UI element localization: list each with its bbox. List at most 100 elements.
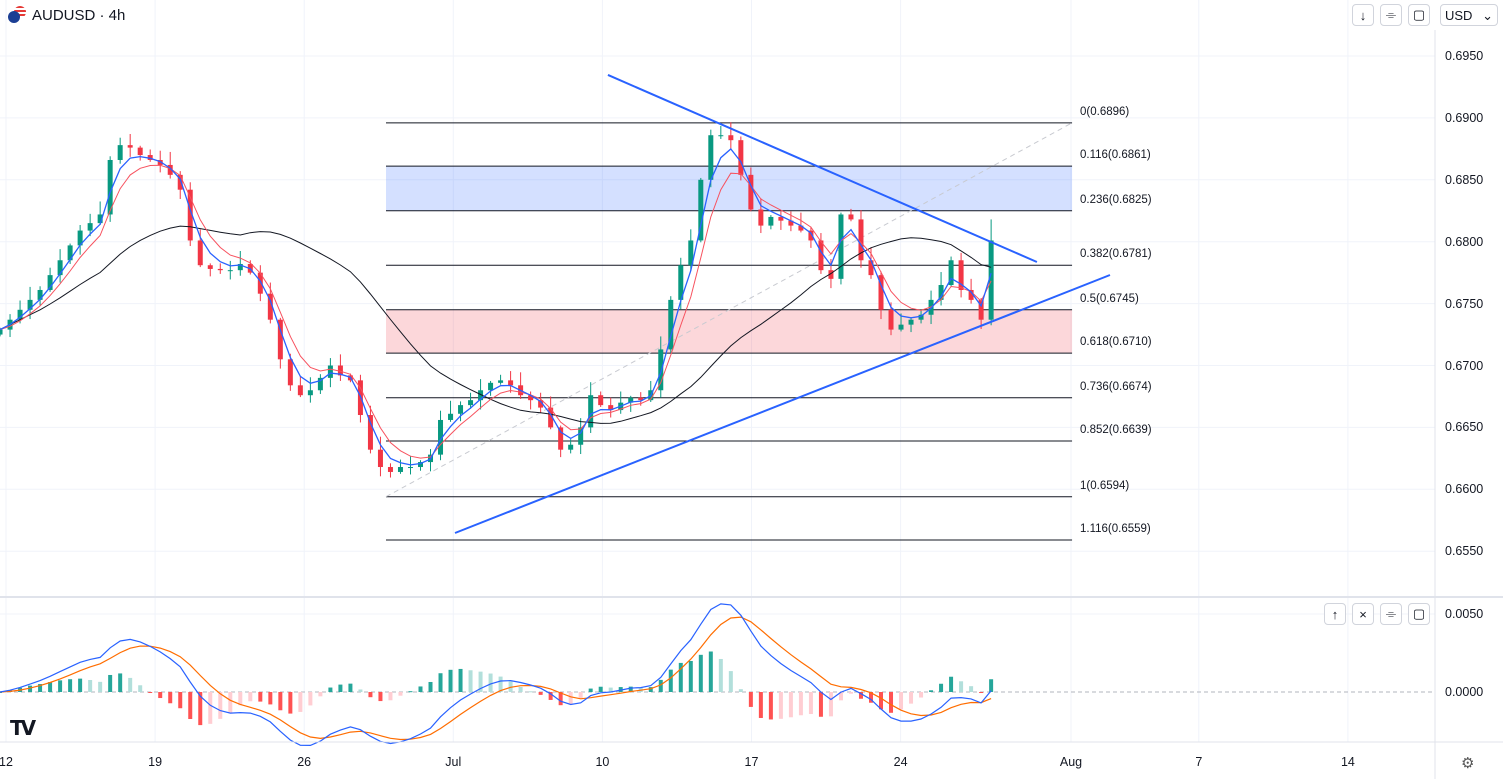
macd-histogram-bar	[358, 689, 363, 692]
macd-histogram-bar	[398, 692, 403, 696]
candle-body	[147, 155, 153, 160]
candle-body	[708, 135, 714, 180]
macd-axis-label: 0.0000	[1445, 685, 1484, 699]
macd-histogram-bar	[678, 662, 683, 692]
candle-body	[37, 289, 43, 300]
macd-histogram-bar	[448, 669, 453, 692]
fib-level-label: 0.5(0.6745)	[1080, 292, 1139, 305]
candle-body	[768, 216, 774, 226]
candle-body	[758, 209, 764, 226]
macd-histogram-bar	[128, 677, 133, 692]
macd-histogram-bar	[278, 692, 283, 711]
candle-body	[337, 365, 343, 376]
candle-body	[488, 382, 494, 391]
maximize-macd-pane-button[interactable]: ▢	[1408, 603, 1430, 625]
macd-histogram-bar	[388, 692, 393, 701]
candle-body	[407, 467, 413, 469]
currency-select[interactable]: USD ⌄	[1440, 4, 1498, 26]
candle-body	[548, 407, 554, 428]
candle-body	[578, 427, 584, 445]
macd-histogram-bar	[408, 691, 413, 693]
macd-histogram-bar	[808, 692, 813, 715]
move-pane-up-button[interactable]: ↑	[1324, 603, 1346, 625]
macd-histogram-bar	[218, 692, 223, 719]
macd-histogram-bar	[608, 687, 613, 692]
settings-button[interactable]: ⚙	[1461, 754, 1474, 772]
macd-histogram-bar	[158, 692, 163, 699]
macd-histogram-bar	[658, 679, 663, 692]
remove-indicator-button[interactable]: ×	[1352, 603, 1374, 625]
candle-body	[277, 319, 283, 360]
price-axis-label: 0.6850	[1445, 172, 1484, 187]
macd-histogram-bar	[28, 685, 33, 692]
macd-histogram-bar	[98, 681, 103, 692]
maximize-icon: ▢	[1412, 7, 1426, 22]
candle-body	[267, 293, 273, 320]
macd-histogram-bar	[208, 692, 213, 724]
macd-histogram-bar	[718, 658, 723, 692]
macd-histogram-bar	[288, 692, 293, 714]
macd-histogram-bar	[989, 679, 994, 692]
candle-body	[948, 260, 954, 286]
macd-histogram-bar	[108, 674, 113, 692]
candle-body	[698, 179, 704, 241]
macd-histogram-bar	[168, 692, 173, 704]
move-pane-down-button[interactable]: ↓	[1352, 4, 1374, 26]
candle-body	[287, 359, 293, 386]
time-axis-label: Jul	[445, 755, 462, 769]
macd-histogram-bar	[138, 685, 143, 692]
chevron-down-icon: ⌄	[1482, 8, 1493, 23]
macd-histogram-bar	[909, 692, 914, 704]
candle-body	[27, 299, 33, 310]
ema-slow-line	[0, 164, 992, 459]
macd-histogram-bar	[48, 682, 53, 692]
fib-zone-red	[385, 309, 1073, 354]
symbol-title: AUDUSD · 4h	[32, 6, 126, 24]
candle-body	[608, 405, 614, 411]
fib-level-label: 1(0.6594)	[1080, 479, 1130, 492]
macd-histogram-bar	[578, 692, 583, 699]
maximize-pane-button[interactable]: ▢	[1408, 4, 1430, 26]
macd-histogram-bar	[668, 669, 673, 692]
candle-body	[728, 135, 734, 141]
candle-body	[307, 390, 313, 396]
macd-histogram-bar	[969, 686, 974, 692]
macd-histogram-bar	[949, 676, 954, 692]
candle-body	[808, 230, 814, 241]
macd-histogram-bar	[919, 692, 924, 698]
macd-histogram-bar	[198, 692, 203, 726]
candle-body	[87, 223, 93, 231]
macd-histogram-bar	[508, 681, 513, 692]
candle-body	[417, 462, 423, 468]
candle-body	[458, 405, 464, 414]
macd-histogram-bar	[548, 692, 553, 700]
macd-histogram-bar	[308, 692, 313, 706]
candle-body	[67, 245, 73, 261]
macd-histogram-bar	[348, 683, 353, 692]
collapse-pane-button[interactable]: ⌯	[1380, 4, 1402, 26]
symbol-header[interactable]: AUDUSD · 4h	[8, 6, 125, 24]
candle-body	[377, 449, 383, 468]
candle-body	[718, 135, 724, 137]
candle-body	[187, 189, 193, 241]
macd-histogram-bar	[738, 689, 743, 692]
candle-body	[197, 240, 203, 266]
collapse-macd-pane-button[interactable]: ⌯	[1380, 603, 1402, 625]
macd-histogram-bar	[38, 684, 43, 692]
candle-body	[668, 299, 674, 350]
macd-histogram-bar	[568, 692, 573, 705]
candle-body	[47, 275, 53, 290]
macd-histogram-bar	[959, 681, 964, 692]
candle-body	[588, 395, 594, 428]
macd-histogram-bar	[939, 683, 944, 692]
tradingview-logo[interactable]: TV	[10, 716, 36, 740]
macd-histogram-bar	[258, 692, 263, 702]
price-axis-label: 0.6650	[1445, 420, 1484, 435]
macd-histogram-bar	[768, 692, 773, 720]
macd-histogram-bar	[828, 692, 833, 717]
fib-trend-diagonal	[385, 122, 1073, 498]
macd-axis-label: 0.0050	[1445, 607, 1484, 621]
candle-body	[678, 265, 684, 300]
candle-body	[848, 214, 854, 220]
